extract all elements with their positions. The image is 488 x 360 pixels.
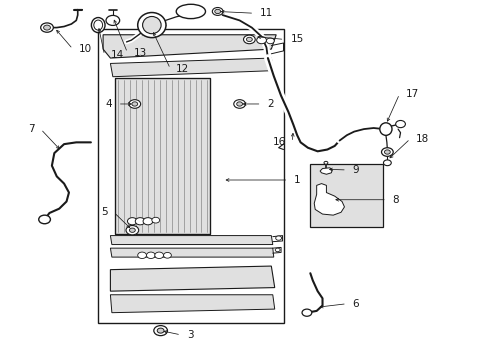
Circle shape bbox=[127, 218, 137, 225]
Circle shape bbox=[155, 252, 163, 258]
Ellipse shape bbox=[138, 13, 165, 38]
Text: 4: 4 bbox=[105, 99, 112, 109]
Circle shape bbox=[243, 35, 255, 44]
Circle shape bbox=[302, 309, 311, 316]
Circle shape bbox=[157, 328, 163, 333]
Bar bbox=[98, 30, 283, 323]
Polygon shape bbox=[320, 168, 331, 174]
Circle shape bbox=[275, 248, 280, 252]
Circle shape bbox=[135, 218, 145, 225]
Text: 5: 5 bbox=[101, 207, 108, 217]
Text: 15: 15 bbox=[290, 35, 303, 44]
Polygon shape bbox=[110, 266, 274, 291]
Circle shape bbox=[154, 325, 167, 336]
Circle shape bbox=[163, 252, 171, 258]
Text: 3: 3 bbox=[186, 330, 193, 340]
Ellipse shape bbox=[379, 123, 391, 135]
Text: 8: 8 bbox=[392, 195, 399, 205]
Text: 18: 18 bbox=[415, 134, 428, 144]
Polygon shape bbox=[110, 58, 273, 77]
Bar bbox=[115, 78, 210, 234]
Circle shape bbox=[143, 218, 153, 225]
Ellipse shape bbox=[94, 20, 102, 30]
Polygon shape bbox=[314, 184, 344, 215]
Circle shape bbox=[266, 38, 274, 44]
Text: 1: 1 bbox=[294, 175, 300, 185]
Polygon shape bbox=[110, 295, 274, 313]
Circle shape bbox=[246, 37, 252, 41]
Polygon shape bbox=[103, 35, 276, 58]
Circle shape bbox=[129, 228, 135, 232]
Circle shape bbox=[384, 150, 389, 154]
Polygon shape bbox=[110, 248, 273, 257]
Text: 14: 14 bbox=[110, 50, 123, 60]
Circle shape bbox=[214, 9, 220, 14]
Bar bbox=[310, 164, 383, 226]
Circle shape bbox=[395, 121, 405, 128]
Text: 11: 11 bbox=[260, 8, 273, 18]
Text: 9: 9 bbox=[352, 165, 359, 175]
Ellipse shape bbox=[142, 17, 161, 34]
Circle shape bbox=[236, 102, 242, 106]
Text: 6: 6 bbox=[352, 299, 359, 309]
Polygon shape bbox=[110, 235, 272, 244]
Circle shape bbox=[106, 15, 120, 26]
Circle shape bbox=[381, 148, 392, 156]
Circle shape bbox=[39, 215, 50, 224]
Text: 13: 13 bbox=[133, 48, 146, 58]
Circle shape bbox=[129, 100, 141, 108]
Bar bbox=[115, 78, 210, 234]
Circle shape bbox=[41, 23, 53, 32]
Ellipse shape bbox=[176, 4, 205, 19]
Circle shape bbox=[132, 102, 138, 106]
Circle shape bbox=[275, 236, 281, 240]
Circle shape bbox=[138, 252, 146, 258]
Circle shape bbox=[146, 252, 155, 258]
Text: 7: 7 bbox=[28, 124, 35, 134]
Ellipse shape bbox=[383, 160, 390, 166]
Text: 12: 12 bbox=[176, 64, 189, 74]
Circle shape bbox=[256, 37, 266, 44]
Ellipse shape bbox=[91, 18, 105, 33]
Text: 17: 17 bbox=[405, 89, 418, 99]
Circle shape bbox=[126, 226, 139, 235]
Text: 2: 2 bbox=[267, 99, 273, 109]
Text: 10: 10 bbox=[79, 44, 92, 54]
Text: 16: 16 bbox=[273, 138, 286, 147]
Circle shape bbox=[212, 8, 223, 15]
Circle shape bbox=[152, 217, 159, 223]
Circle shape bbox=[233, 100, 245, 108]
Ellipse shape bbox=[324, 161, 327, 164]
Circle shape bbox=[43, 25, 50, 30]
